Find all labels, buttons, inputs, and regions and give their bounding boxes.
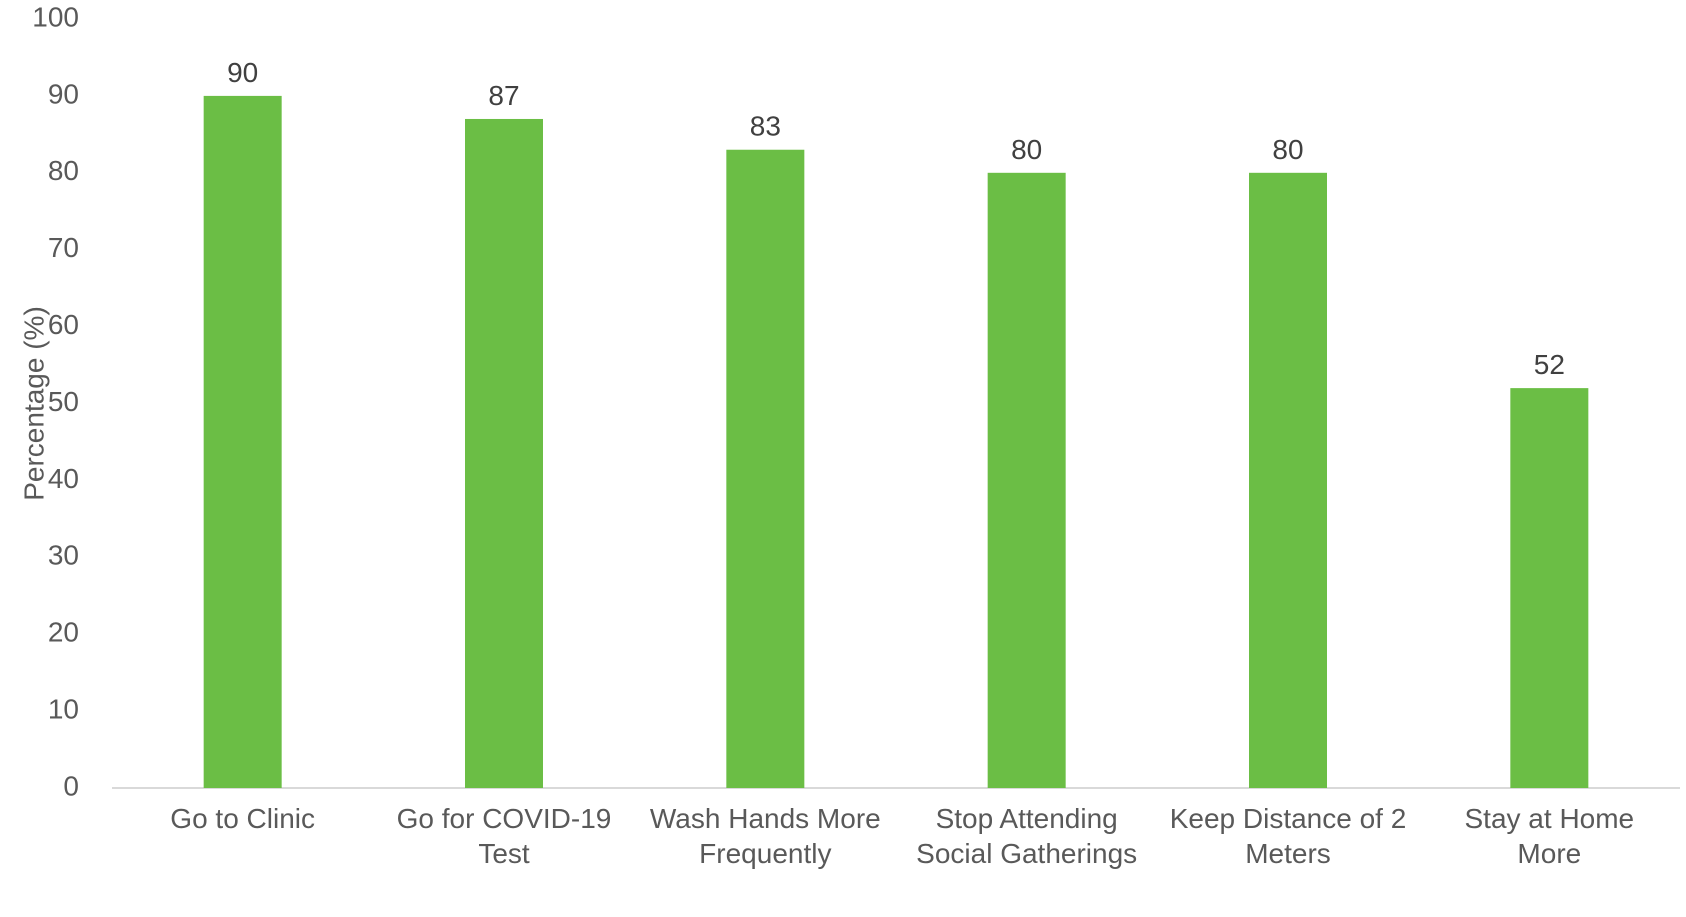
x-tick-label: Wash Hands More Frequently <box>650 803 881 869</box>
y-tick-label: 80 <box>48 155 79 186</box>
bar <box>1510 388 1589 788</box>
bar <box>203 95 282 788</box>
y-axis-title: Percentage (%) <box>18 306 49 501</box>
x-tick-label: Go to Clinic <box>170 803 315 834</box>
y-tick-label: 50 <box>48 386 79 417</box>
bar <box>1249 172 1327 789</box>
bars-group <box>203 95 1589 789</box>
data-label: 83 <box>750 111 781 142</box>
y-tick-label: 30 <box>48 540 79 571</box>
y-tick-label: 60 <box>48 309 79 340</box>
data-labels-group: 90 87 83 80 80 52 <box>227 57 1565 380</box>
x-tick-label: Go for COVID-19 Test <box>397 803 612 869</box>
x-tick-label: Stay at Home More <box>1465 803 1635 869</box>
data-label: 80 <box>1272 134 1303 165</box>
y-tick-label: 70 <box>48 232 79 263</box>
data-label: 87 <box>488 80 519 111</box>
y-tick-label: 20 <box>48 617 79 648</box>
bar <box>465 118 543 789</box>
x-tick-label: Stop Attending Social Gatherings <box>916 803 1137 869</box>
x-axis-labels: Go to Clinic Go for COVID-19 Test Wash Hand… <box>170 803 1634 869</box>
y-tick-label: 10 <box>48 693 79 724</box>
y-tick-label: 90 <box>48 78 79 109</box>
y-tick-label: 100 <box>32 1 79 32</box>
y-axis-ticks: 0 10 20 30 40 50 60 70 80 90 100 <box>32 1 79 801</box>
y-tick-label: 0 <box>63 770 79 801</box>
data-label: 80 <box>1011 134 1042 165</box>
data-label: 90 <box>227 57 258 88</box>
bar <box>987 172 1066 789</box>
x-tick-label: Keep Distance of 2 Meters <box>1170 803 1407 869</box>
data-label: 52 <box>1534 349 1565 380</box>
y-tick-label: 40 <box>48 463 79 494</box>
bar <box>726 149 805 789</box>
